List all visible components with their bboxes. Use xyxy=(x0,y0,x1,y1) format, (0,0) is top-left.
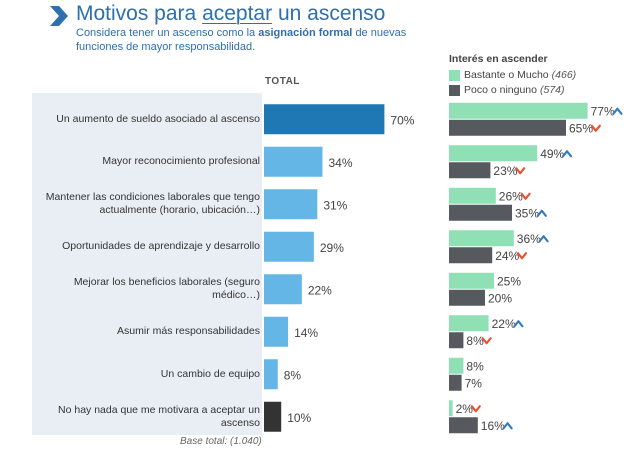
legend-label: Poco o ninguno xyxy=(464,84,537,96)
total-value-label: 31% xyxy=(323,198,347,212)
total-bar xyxy=(264,146,323,177)
low-interest-value: 24% xyxy=(495,249,519,263)
low-interest-value: 23% xyxy=(493,164,517,178)
subtitle: Considera tener un ascenso como la asign… xyxy=(76,27,407,53)
total-value-label: 34% xyxy=(328,156,352,170)
legend-item-low: Poco o ninguno (574) xyxy=(449,84,565,96)
chevron-right-icon xyxy=(50,6,68,26)
total-value-label: 8% xyxy=(284,368,302,382)
low-interest-bar xyxy=(449,332,464,349)
category-label: No hay nada que me motivara a aceptar un… xyxy=(58,403,260,429)
arrow-up-icon xyxy=(612,107,623,115)
high-interest-bar xyxy=(449,400,453,417)
high-interest-bar xyxy=(449,102,588,119)
low-interest-value: 8% xyxy=(466,334,484,348)
low-interest-bar xyxy=(449,162,491,179)
total-bar xyxy=(264,401,282,432)
base-note: Base total: (1.040) xyxy=(180,436,262,447)
legend-swatch xyxy=(449,84,460,96)
legend-base: (574) xyxy=(539,84,565,96)
high-interest-bar xyxy=(449,145,538,162)
category-panel xyxy=(32,93,262,435)
category-label: Mantener las condiciones laborales que t… xyxy=(45,191,260,217)
high-interest-bar xyxy=(449,315,489,332)
arrow-down-icon xyxy=(520,192,531,200)
total-bar xyxy=(264,316,289,347)
low-interest-value: 35% xyxy=(515,206,539,220)
low-interest-bar xyxy=(449,119,566,136)
arrow-up-icon xyxy=(561,150,573,158)
legend-item-high: Bastante o Mucho (466) xyxy=(449,69,576,81)
total-header: TOTAL xyxy=(265,76,300,87)
category-label: Oportunidades de aprendizaje y desarroll… xyxy=(62,240,260,253)
arrow-up-icon xyxy=(513,320,524,328)
high-interest-value: 8% xyxy=(466,359,484,373)
arrow-down-icon xyxy=(590,124,601,132)
legend-swatch xyxy=(449,69,460,81)
high-interest-value: 36% xyxy=(517,232,541,246)
legend-label: Bastante o Mucho xyxy=(464,69,549,81)
page-title: Motivos para aceptar un ascenso xyxy=(76,2,386,25)
category-label: Un cambio de equipo xyxy=(160,367,260,380)
arrow-up-icon xyxy=(536,209,547,217)
high-interest-bar xyxy=(449,230,514,247)
total-value-label: 22% xyxy=(308,283,332,297)
total-bar xyxy=(264,274,302,305)
high-interest-bar xyxy=(449,357,464,374)
high-interest-bar xyxy=(449,187,496,204)
total-value-label: 70% xyxy=(390,113,414,127)
high-interest-bar xyxy=(449,272,494,289)
low-interest-value: 7% xyxy=(465,376,483,390)
total-value-label: 14% xyxy=(294,326,318,340)
high-interest-value: 2% xyxy=(456,402,474,416)
total-bar xyxy=(264,359,278,390)
total-bar xyxy=(264,189,318,220)
high-interest-value: 22% xyxy=(492,317,516,331)
low-interest-value: 65% xyxy=(569,121,593,135)
arrow-up-icon xyxy=(538,235,549,243)
arrow-down-icon xyxy=(515,167,526,175)
low-interest-bar xyxy=(449,247,493,264)
total-bar xyxy=(264,104,385,135)
arrow-up-icon xyxy=(502,422,513,430)
legend-base: (466) xyxy=(551,69,577,81)
total-value-label: 10% xyxy=(287,411,311,425)
interest-title: Interés en ascender xyxy=(449,53,548,65)
arrow-down-icon xyxy=(470,405,481,413)
category-label: Un aumento de sueldo asociado al ascenso xyxy=(56,112,260,125)
high-interest-value: 49% xyxy=(540,147,564,161)
low-interest-bar xyxy=(449,204,512,221)
low-interest-value: 16% xyxy=(481,419,505,433)
category-label: Asumir más responsabilidades xyxy=(117,325,260,338)
category-label: Mayor reconocimiento profesional xyxy=(102,155,260,168)
low-interest-bar xyxy=(449,417,478,434)
low-interest-bar xyxy=(449,289,485,306)
low-interest-bar xyxy=(449,374,462,391)
high-interest-value: 26% xyxy=(499,189,523,203)
total-value-label: 29% xyxy=(320,241,344,255)
arrow-down-icon xyxy=(481,337,492,345)
total-bar xyxy=(264,231,314,262)
high-interest-value: 25% xyxy=(497,274,521,288)
arrow-down-icon xyxy=(516,252,528,260)
high-interest-value: 77% xyxy=(591,104,615,118)
category-label: Mejorar los beneficios laborales (seguro… xyxy=(73,276,260,302)
low-interest-value: 20% xyxy=(488,291,512,305)
